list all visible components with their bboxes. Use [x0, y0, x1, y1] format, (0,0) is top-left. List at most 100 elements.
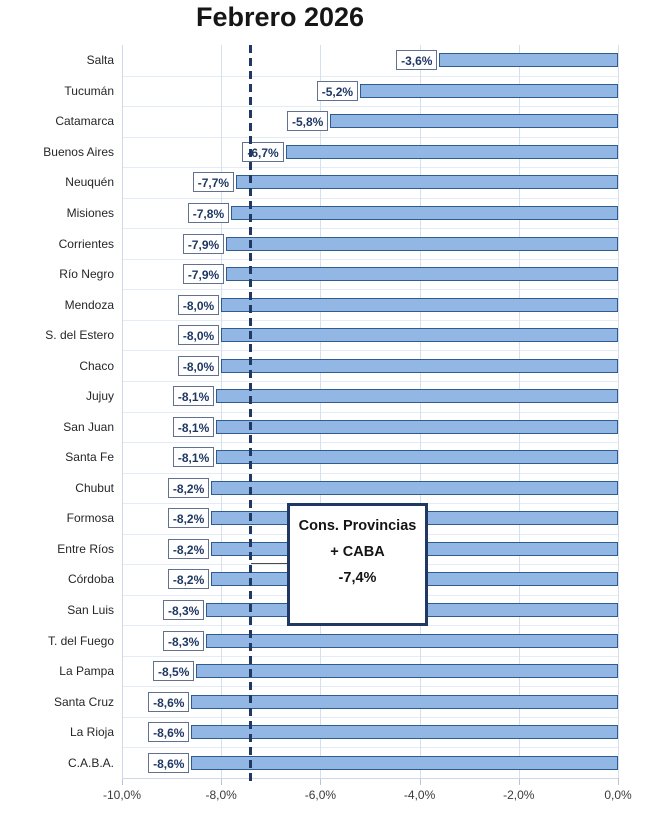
x-axis-tick	[618, 778, 619, 785]
value-label: -5,2%	[316, 80, 359, 101]
chart-title: Febrero 2026	[195, 2, 365, 32]
x-axis-tick-label: -10,0%	[102, 788, 142, 802]
bar	[221, 297, 618, 312]
value-label: -8,1%	[172, 386, 215, 407]
horizontal-gridline	[122, 411, 618, 413]
horizontal-gridline	[122, 75, 618, 77]
x-axis-line	[122, 778, 618, 779]
bar	[226, 267, 618, 282]
bar	[231, 205, 618, 220]
value-label: -8,5%	[153, 661, 195, 682]
horizontal-gridline	[122, 136, 618, 138]
category-label: Corrientes	[58, 236, 114, 251]
annotation-line-1: Cons. Provincias	[298, 518, 417, 534]
bar	[330, 114, 618, 129]
vertical-gridline	[419, 45, 421, 778]
value-label: -8,2%	[167, 508, 210, 529]
x-axis-tick-label: -4,0%	[403, 788, 436, 802]
category-label: Santa Fe	[65, 450, 114, 465]
value-label: -6,7%	[242, 141, 284, 162]
horizontal-gridline	[122, 716, 618, 718]
category-label: Jujuy	[85, 389, 114, 404]
x-axis-tick-label: -8,0%	[205, 788, 237, 802]
value-label: -7,9%	[182, 233, 225, 254]
category-label: Misiones	[66, 205, 114, 220]
bar	[221, 328, 618, 343]
bar	[216, 389, 618, 404]
category-label: Chaco	[79, 358, 114, 373]
bar	[196, 664, 618, 679]
x-axis-tick	[320, 778, 322, 785]
category-label: Chubut	[75, 480, 114, 495]
bar	[221, 358, 618, 373]
x-axis-tick-label: -6,0%	[304, 788, 337, 802]
value-label: -8,6%	[148, 752, 190, 773]
value-label: -8,1%	[172, 416, 215, 437]
bar	[191, 694, 618, 709]
value-label: -8,2%	[167, 477, 210, 498]
value-label: -8,6%	[148, 722, 190, 743]
horizontal-gridline	[122, 289, 618, 291]
x-axis-tick	[122, 778, 123, 785]
horizontal-gridline	[122, 350, 618, 352]
horizontal-gridline	[122, 380, 618, 382]
value-label: -8,3%	[162, 630, 205, 651]
horizontal-gridline	[122, 197, 618, 199]
vertical-gridline	[221, 45, 223, 778]
bar	[285, 144, 618, 159]
category-label: La Rioja	[69, 725, 114, 740]
category-label: S. del Estero	[45, 328, 114, 343]
category-label: San Luis	[67, 603, 114, 618]
category-label: Formosa	[66, 511, 114, 526]
category-label: La Pampa	[59, 664, 114, 679]
horizontal-gridline	[122, 228, 618, 230]
bar	[211, 480, 618, 495]
horizontal-gridline	[122, 106, 618, 108]
category-label: Catamarca	[55, 114, 114, 129]
category-label: Neuquén	[65, 175, 114, 190]
annotation-connector-line	[250, 563, 287, 564]
reference-dashed-line	[249, 45, 253, 786]
category-label: Córdoba	[67, 572, 114, 587]
horizontal-gridline	[122, 655, 618, 657]
value-label: -5,8%	[286, 111, 329, 132]
x-axis-tick-label: -2,0%	[503, 788, 535, 802]
annotation-box: Cons. Provincias + CABA -7,4%	[287, 503, 428, 626]
value-label: -8,6%	[148, 691, 190, 712]
value-label: -8,1%	[172, 447, 215, 468]
bar	[439, 53, 618, 68]
bar	[191, 725, 618, 740]
value-label: -8,2%	[167, 538, 210, 559]
annotation-line-3: -7,4%	[338, 570, 377, 586]
category-label: T. del Fuego	[47, 633, 114, 648]
x-axis-tick	[419, 778, 421, 785]
value-label: -7,7%	[192, 172, 235, 193]
value-label: -8,0%	[177, 294, 220, 315]
bar	[236, 175, 618, 190]
vertical-gridline	[320, 45, 322, 778]
horizontal-gridline	[122, 747, 618, 749]
vertical-gridline	[518, 45, 520, 778]
horizontal-gridline	[122, 686, 618, 688]
category-label: Mendoza	[64, 297, 114, 312]
bar	[206, 633, 618, 648]
x-axis-tick-label: 0,0%	[604, 788, 632, 802]
value-label: -7,9%	[182, 264, 225, 285]
horizontal-gridline	[122, 258, 618, 260]
category-label: Santa Cruz	[53, 694, 114, 709]
bar	[226, 236, 618, 251]
bar	[216, 419, 618, 434]
x-axis-tick	[518, 778, 520, 785]
horizontal-gridline	[122, 442, 618, 444]
horizontal-gridline	[122, 167, 618, 169]
horizontal-gridline	[122, 472, 618, 474]
category-label: San Juan	[63, 419, 114, 434]
category-label: C.A.B.A.	[67, 755, 114, 770]
value-label: -8,2%	[167, 569, 210, 590]
y-axis-line	[122, 45, 123, 778]
category-label: Río Negro	[59, 267, 114, 282]
bar	[360, 83, 618, 98]
category-label: Buenos Aires	[43, 144, 114, 159]
bar	[216, 450, 618, 465]
